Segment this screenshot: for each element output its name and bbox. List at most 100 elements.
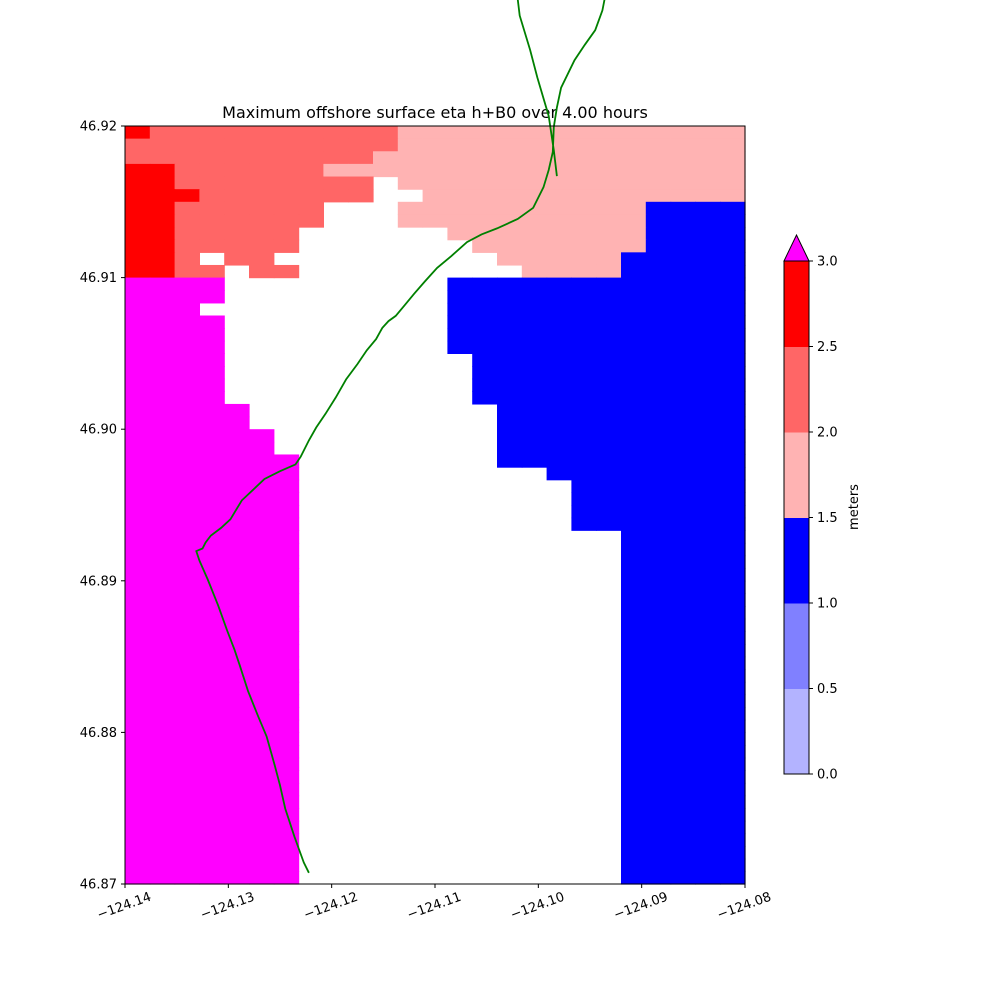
heatmap-cell: [224, 492, 250, 506]
heatmap-cell: [670, 530, 696, 544]
heatmap-cell: [521, 366, 548, 380]
heatmap-cell: [174, 568, 200, 582]
chart-title: Maximum offshore surface eta h+B0 over 4…: [222, 103, 648, 122]
heatmap-cell: [125, 505, 151, 519]
heatmap-cell: [174, 681, 200, 696]
heatmap-cell: [149, 846, 176, 860]
heatmap-cell: [645, 163, 672, 178]
heatmap-cell: [249, 568, 275, 582]
heatmap-cell: [695, 820, 721, 835]
heatmap-cell: [695, 163, 721, 178]
heatmap-cell: [546, 416, 572, 430]
heatmap-cell: [695, 568, 721, 582]
heatmap-cell: [348, 126, 374, 140]
heatmap-cell: [224, 517, 250, 531]
heatmap-cell: [571, 176, 597, 190]
heatmap-cell: [149, 555, 176, 569]
heatmap-cell: [720, 479, 746, 493]
heatmap-cell: [249, 227, 275, 241]
heatmap-cell: [249, 479, 275, 493]
heatmap-cell: [670, 669, 696, 683]
heatmap-cell: [497, 302, 523, 317]
heatmap-cell: [149, 441, 176, 456]
colorbar-tick-label: 2.0: [817, 426, 838, 441]
heatmap-cell: [199, 643, 225, 658]
heatmap-cell: [149, 290, 176, 304]
heatmap-cell: [273, 163, 300, 178]
heatmap-cell: [621, 302, 647, 317]
heatmap-cell: [174, 391, 200, 405]
heatmap-cell: [670, 454, 696, 468]
heatmap-cell: [645, 302, 672, 317]
heatmap-cell: [273, 719, 300, 733]
heatmap-cell: [670, 328, 696, 342]
heatmap-cell: [695, 606, 721, 620]
heatmap-cell: [670, 719, 696, 733]
heatmap-cell: [720, 151, 746, 165]
heatmap-cell: [596, 214, 622, 228]
heatmap-cell: [720, 719, 746, 733]
heatmap-cell: [249, 580, 275, 595]
heatmap-cell: [174, 252, 200, 266]
heatmap-cell: [571, 403, 597, 418]
heatmap-cell: [621, 606, 647, 620]
heatmap-cell: [497, 214, 523, 228]
heatmap-cell: [695, 530, 721, 544]
heatmap-cell: [645, 846, 672, 860]
heatmap-cell: [174, 239, 200, 253]
heatmap-cell: [174, 757, 200, 771]
heatmap-cell: [174, 467, 200, 481]
heatmap-cell: [125, 416, 151, 430]
heatmap-cell: [273, 214, 300, 228]
heatmap-cell: [695, 302, 721, 317]
heatmap-cell: [695, 694, 721, 708]
heatmap-cell: [720, 340, 746, 354]
heatmap-cell: [497, 252, 523, 266]
heatmap-cell: [125, 201, 151, 216]
heatmap-cell: [199, 328, 225, 342]
colorbar-band: [784, 432, 809, 518]
heatmap-cell: [199, 315, 225, 329]
heatmap-cell: [249, 151, 275, 165]
heatmap-cell: [224, 618, 250, 632]
heatmap-cell: [720, 530, 746, 544]
heatmap-cell: [670, 618, 696, 632]
y-tick-label: 46.89: [80, 574, 117, 589]
heatmap-cell: [273, 618, 300, 632]
heatmap-cell: [497, 340, 523, 354]
heatmap-cell: [174, 277, 200, 291]
heatmap-cell: [199, 593, 225, 607]
heatmap-cell: [149, 505, 176, 519]
heatmap-cell: [720, 580, 746, 595]
heatmap-cell: [199, 189, 225, 203]
heatmap-cell: [546, 189, 572, 203]
heatmap-cell: [125, 808, 151, 822]
heatmap-cell: [695, 732, 721, 746]
heatmap-cell: [670, 214, 696, 228]
heatmap-cell: [645, 479, 672, 493]
heatmap-cell: [645, 770, 672, 784]
heatmap-cell: [720, 757, 746, 771]
heatmap-cell: [720, 163, 746, 178]
heatmap-cell: [596, 479, 622, 493]
heatmap-cell: [670, 403, 696, 418]
heatmap-cell: [249, 681, 275, 696]
heatmap-cell: [174, 656, 200, 670]
heatmap-cell: [199, 745, 225, 759]
heatmap-cell: [720, 277, 746, 291]
heatmap-cell: [199, 732, 225, 746]
heatmap-cell: [571, 353, 597, 367]
heatmap-cell: [670, 593, 696, 607]
heatmap-cell: [273, 530, 300, 544]
heatmap-cell: [174, 782, 200, 797]
heatmap-cell: [621, 277, 647, 291]
heatmap-cell: [621, 618, 647, 632]
heatmap-cell: [670, 290, 696, 304]
heatmap-cell: [249, 858, 275, 872]
heatmap-cell: [174, 745, 200, 759]
heatmap-cell: [224, 530, 250, 544]
heatmap-cell: [546, 441, 572, 456]
heatmap-cell: [149, 378, 176, 392]
heatmap-cell: [670, 252, 696, 266]
heatmap-cell: [149, 542, 176, 557]
